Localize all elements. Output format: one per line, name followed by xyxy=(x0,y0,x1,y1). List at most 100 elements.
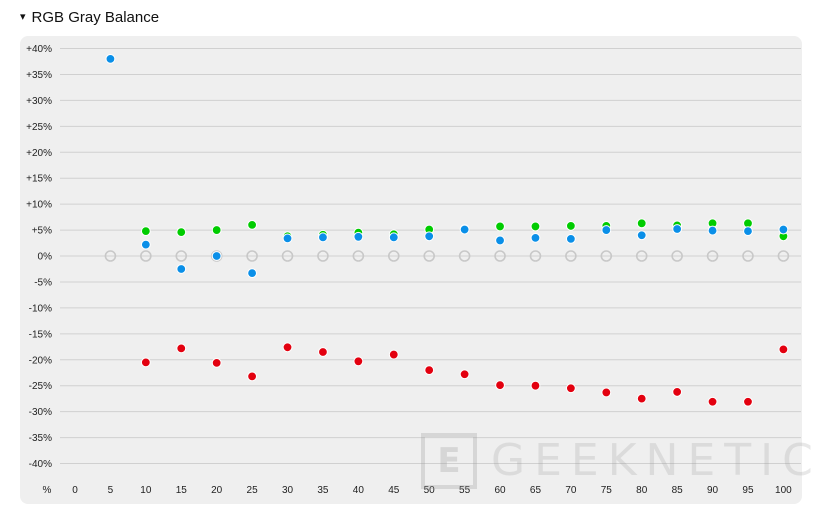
x-tick-label: 30 xyxy=(282,485,294,496)
x-tick-label: 10 xyxy=(140,485,152,496)
red-point xyxy=(140,357,151,368)
x-tick-label: 55 xyxy=(459,485,471,496)
y-tick-label: +15% xyxy=(26,174,52,185)
red-point xyxy=(353,356,364,367)
x-tick-label: 0 xyxy=(72,485,78,496)
red-point xyxy=(672,387,683,397)
red-point xyxy=(601,387,612,398)
red-point xyxy=(247,371,258,382)
y-tick-label: +35% xyxy=(26,70,52,81)
red-point xyxy=(495,380,505,391)
x-tick-label: 95 xyxy=(742,485,754,496)
section-title: RGB Gray Balance xyxy=(31,9,160,26)
x-tick-label: 60 xyxy=(494,485,506,496)
y-tick-label: +5% xyxy=(32,226,52,237)
reference-point xyxy=(423,250,436,262)
chart-panel xyxy=(20,36,802,504)
green-point xyxy=(530,221,541,232)
y-tick-label: -40% xyxy=(29,459,52,470)
red-point xyxy=(211,357,222,368)
y-tick-label: -15% xyxy=(29,329,52,340)
blue-point xyxy=(105,53,116,64)
red-point xyxy=(459,369,470,380)
reference-point xyxy=(458,250,471,262)
green-point xyxy=(140,226,151,237)
blue-point xyxy=(636,230,647,241)
red-point xyxy=(388,349,399,360)
reference-point xyxy=(777,250,790,262)
y-tick-label: +20% xyxy=(26,148,52,159)
x-tick-label: 45 xyxy=(388,485,400,496)
blue-point xyxy=(672,224,683,234)
blue-point xyxy=(707,225,718,236)
green-point xyxy=(636,218,647,229)
x-tick-label: 40 xyxy=(353,485,365,496)
y-tick-label: +25% xyxy=(26,122,52,133)
blue-point xyxy=(282,233,293,244)
blue-point xyxy=(140,239,151,250)
blue-point xyxy=(495,235,505,246)
reference-point xyxy=(175,250,188,262)
section-header[interactable]: ▾ RGB Gray Balance xyxy=(20,9,159,26)
reference-point xyxy=(210,250,223,262)
y-tick-label: -35% xyxy=(29,433,52,444)
reference-point xyxy=(600,250,613,262)
blue-point xyxy=(176,264,187,274)
blue-point xyxy=(601,225,612,235)
blue-point xyxy=(318,232,328,243)
blue-point xyxy=(743,226,753,237)
reference-point xyxy=(706,250,719,262)
red-point xyxy=(282,342,293,353)
reference-point xyxy=(246,250,258,262)
reference-point xyxy=(635,250,648,262)
x-tick-label: 35 xyxy=(317,485,329,496)
reference-point xyxy=(352,250,365,262)
blue-point xyxy=(211,251,222,261)
x-tick-label: 70 xyxy=(565,485,577,496)
green-point xyxy=(565,221,576,231)
y-tick-label: +10% xyxy=(26,200,52,211)
reference-point xyxy=(104,250,117,262)
reference-point xyxy=(387,250,400,262)
y-tick-label: 0% xyxy=(38,252,53,263)
blue-point xyxy=(459,224,470,235)
green-point xyxy=(211,225,222,235)
x-tick-label: 80 xyxy=(636,485,648,496)
x-tick-label: 85 xyxy=(672,485,684,496)
y-tick-label: -10% xyxy=(29,303,52,314)
x-tick-label: 5 xyxy=(108,485,114,496)
red-point xyxy=(565,383,576,394)
blue-point xyxy=(247,268,258,279)
red-point xyxy=(318,347,328,357)
y-tick-label: +30% xyxy=(26,96,52,107)
red-point xyxy=(176,343,187,354)
y-tick-label: -5% xyxy=(34,277,52,288)
reference-point xyxy=(317,250,329,262)
collapse-caret-icon[interactable]: ▾ xyxy=(20,11,26,23)
y-tick-label: -25% xyxy=(29,381,52,392)
green-point xyxy=(176,227,187,238)
y-tick-label: -30% xyxy=(29,407,52,418)
x-tick-label: 75 xyxy=(601,485,613,496)
red-point xyxy=(743,396,753,407)
green-point xyxy=(495,221,505,232)
x-tick-label: 20 xyxy=(211,485,223,496)
y-tick-label: +40% xyxy=(26,44,52,55)
x-tick-label: 65 xyxy=(530,485,542,496)
x-tick-label: 100 xyxy=(775,485,792,496)
y-tick-label: -20% xyxy=(29,355,52,366)
blue-point xyxy=(388,232,399,243)
red-point xyxy=(778,344,789,355)
reference-point xyxy=(281,250,294,262)
red-point xyxy=(424,365,435,376)
blue-point xyxy=(353,231,364,242)
x-tick-label: 90 xyxy=(707,485,719,496)
reference-point xyxy=(671,250,683,262)
blue-point xyxy=(778,224,789,235)
x-tick-label: 50 xyxy=(424,485,436,496)
reference-point xyxy=(742,250,754,262)
x-tick-label: 25 xyxy=(247,485,259,496)
red-point xyxy=(636,393,647,404)
